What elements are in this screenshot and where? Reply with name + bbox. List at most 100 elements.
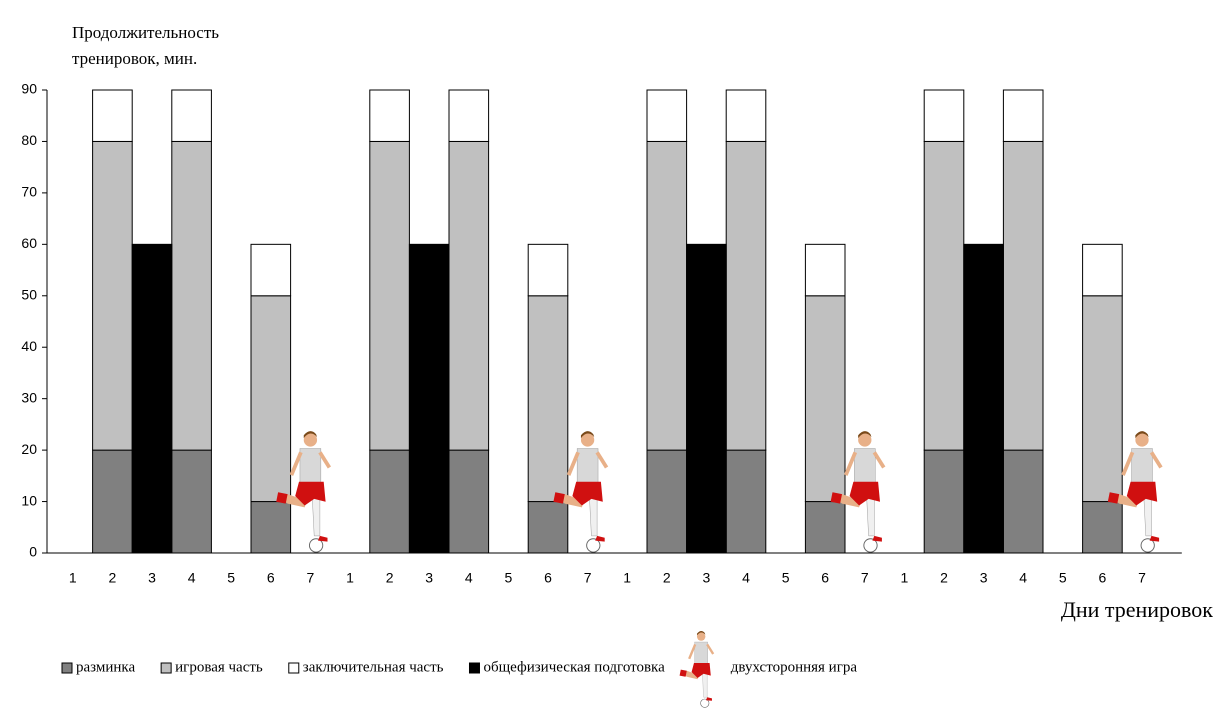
- player-part: [706, 697, 712, 701]
- bar-segment: [172, 141, 212, 450]
- y-tick-label: 60: [21, 235, 37, 251]
- player-part: [689, 644, 695, 658]
- bar-segment: [93, 450, 133, 553]
- bar-segment: [1083, 296, 1123, 502]
- player-part: [1144, 498, 1152, 536]
- x-tick-label: 2: [663, 570, 671, 586]
- player-part: [702, 673, 707, 697]
- y-tick-label: 90: [21, 81, 37, 97]
- bar-segment: [409, 244, 449, 553]
- x-tick-label: 4: [188, 570, 196, 586]
- player-part: [589, 498, 597, 536]
- bar-segment: [370, 90, 410, 141]
- player-part: [1132, 449, 1153, 483]
- x-tick-label: 6: [267, 570, 275, 586]
- chart: Дни тренировок 0102030405060708090123456…: [0, 0, 1229, 720]
- y-tick-label: 40: [21, 338, 37, 354]
- player-part: [300, 449, 321, 483]
- y-tick-label: 10: [21, 492, 37, 508]
- bar-segment: [647, 450, 687, 553]
- bar-segment: [172, 450, 212, 553]
- legend-marker: [469, 663, 479, 673]
- bar-segment: [370, 141, 410, 450]
- y-axis-label: Продолжительность тренировок, мин.: [72, 20, 272, 72]
- bar-segment: [924, 90, 964, 141]
- bar-segment: [528, 244, 568, 295]
- x-tick-label: 3: [980, 570, 988, 586]
- x-tick-label: 6: [1099, 570, 1107, 586]
- bar-segment: [528, 296, 568, 502]
- player-part: [1123, 452, 1132, 475]
- player-part: [320, 452, 329, 467]
- bar-segment: [172, 90, 212, 141]
- legend-label: игровая часть: [175, 659, 263, 675]
- legend-label: заключительная часть: [303, 659, 444, 675]
- x-tick-label: 1: [901, 570, 909, 586]
- bar-segment: [251, 244, 291, 295]
- bar-segment: [93, 141, 133, 450]
- bar-segment: [528, 502, 568, 553]
- x-tick-label: 2: [940, 570, 948, 586]
- player-part: [831, 492, 842, 503]
- page: Продолжительность тренировок, мин. Дни т…: [0, 0, 1229, 720]
- bar-segment: [726, 450, 766, 553]
- bar-segment: [449, 450, 489, 553]
- player-part: [874, 452, 883, 467]
- x-axis-label: Дни тренировок: [1061, 597, 1213, 622]
- bar-segment: [449, 90, 489, 141]
- bar-segment: [1003, 141, 1043, 450]
- y-tick-label: 80: [21, 132, 37, 148]
- bar-segment: [726, 141, 766, 450]
- player-part: [597, 452, 606, 467]
- x-tick-label: 1: [623, 570, 631, 586]
- bar-segment: [647, 141, 687, 450]
- x-tick-label: 3: [703, 570, 711, 586]
- bar-segment: [964, 244, 1004, 553]
- x-tick-label: 5: [505, 570, 513, 586]
- player-part: [577, 449, 598, 483]
- bar-segment: [251, 502, 291, 553]
- player-part: [707, 644, 713, 654]
- x-tick-label: 7: [307, 570, 315, 586]
- x-tick-label: 5: [1059, 570, 1067, 586]
- x-tick-label: 6: [821, 570, 829, 586]
- player-part: [276, 492, 287, 503]
- bar-segment: [1003, 450, 1043, 553]
- bar-segment: [1083, 244, 1123, 295]
- bar-segment: [93, 90, 133, 141]
- bar-segment: [924, 141, 964, 450]
- x-tick-label: 2: [109, 570, 117, 586]
- legend-marker: [680, 631, 714, 707]
- player-part: [1151, 452, 1160, 467]
- bar-segment: [132, 244, 172, 553]
- player-part: [854, 449, 875, 483]
- x-tick-label: 4: [742, 570, 750, 586]
- bar-segment: [251, 296, 291, 502]
- player-part: [569, 452, 578, 475]
- player-part: [867, 498, 875, 536]
- legend-label: двухсторонняя игра: [731, 659, 858, 675]
- legend-label: разминка: [76, 659, 135, 675]
- y-tick-label: 50: [21, 286, 37, 302]
- x-tick-label: 3: [148, 570, 156, 586]
- x-tick-label: 7: [1138, 570, 1146, 586]
- y-tick-label: 30: [21, 389, 37, 405]
- legend-marker: [289, 663, 299, 673]
- player-part: [553, 492, 564, 503]
- y-tick-label: 0: [29, 544, 37, 560]
- player-part: [872, 536, 881, 542]
- x-tick-label: 1: [346, 570, 354, 586]
- x-tick-label: 2: [386, 570, 394, 586]
- x-tick-label: 7: [584, 570, 592, 586]
- bar-segment: [449, 141, 489, 450]
- bar-segment: [805, 244, 845, 295]
- bar-segment: [805, 296, 845, 502]
- bar-segment: [1083, 502, 1123, 553]
- x-tick-label: 7: [861, 570, 869, 586]
- bar-segment: [647, 90, 687, 141]
- y-tick-label: 20: [21, 441, 37, 457]
- player-part: [312, 498, 320, 536]
- legend-label: общефизическая подготовка: [483, 659, 665, 675]
- bar-segment: [687, 244, 727, 553]
- x-tick-label: 1: [69, 570, 77, 586]
